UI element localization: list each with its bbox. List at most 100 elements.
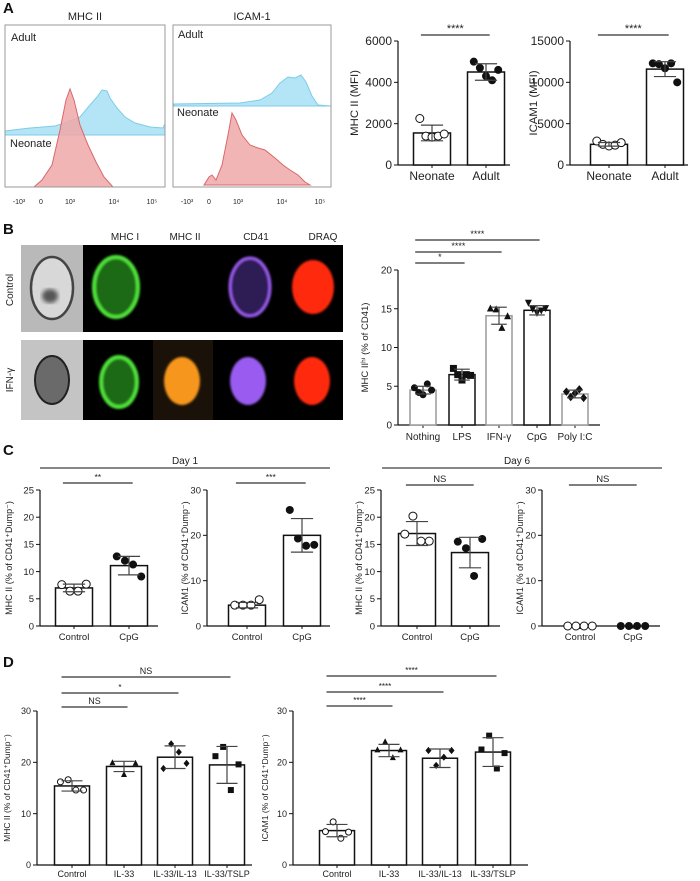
data-point — [453, 537, 462, 546]
x-tick-label: Adult — [472, 169, 500, 183]
y-tick-label: 10000 — [531, 76, 565, 90]
data-point — [673, 78, 682, 87]
x-tick-label: -10³ — [181, 199, 194, 206]
data-point — [580, 393, 588, 403]
row-label-control: Control — [5, 274, 16, 306]
y-tick-label: 15 — [364, 540, 375, 551]
y-tick-label: 0 — [29, 621, 34, 632]
data-point — [563, 621, 573, 631]
histogram-icam1: ICAM-1 Adult Neonate -10³ 0 10³ 10⁴ 10⁵ — [172, 11, 332, 206]
neonate-label: Neonate — [10, 138, 52, 150]
significance-label: **** — [405, 666, 418, 675]
data-point — [132, 759, 139, 766]
y-tick-label: 5 — [29, 594, 34, 605]
y-tick-label: 6000 — [365, 34, 392, 48]
data-point — [112, 552, 121, 561]
data-point — [293, 534, 302, 543]
histogram-frame — [172, 24, 332, 188]
panel-label-c: C — [3, 442, 14, 459]
data-point — [321, 828, 329, 836]
data-point — [382, 738, 389, 745]
data-point — [424, 536, 434, 546]
data-point — [470, 571, 479, 580]
bar — [466, 71, 506, 166]
data-point — [345, 828, 353, 836]
data-point — [302, 541, 311, 550]
data-point — [425, 746, 432, 755]
x-tick-label: Neonate — [586, 169, 632, 183]
x-tick-label: Adult — [651, 169, 679, 183]
mhc1-stain — [92, 255, 140, 319]
cell — [34, 355, 70, 405]
data-point — [416, 536, 426, 546]
bar-chart-a1: 0 2000 4000 6000 MHC II (MFI) Neonate Adult ***… — [349, 23, 510, 183]
histogram-title: MHC II — [68, 11, 102, 23]
y-tick-label: 10 — [525, 576, 536, 587]
x-tick-label: CpG — [460, 632, 480, 643]
data-point — [212, 753, 219, 760]
y-tick-label: 30 — [190, 485, 201, 496]
y-tick-label: 15 — [23, 540, 34, 551]
x-tick-label: Control — [565, 632, 596, 643]
column-label: MHC I — [111, 232, 139, 243]
data-point — [175, 748, 182, 756]
y-tick-label: 0 — [26, 860, 31, 870]
x-tick-label: Control — [232, 632, 263, 643]
x-tick-label: 0 — [39, 199, 43, 206]
significance-label: NS — [433, 474, 446, 485]
mhc1-stain — [99, 355, 139, 409]
bar-chart-d1: 0 10 20 30 MHC II (% of CD41⁺Dump⁻) Control IL… — [2, 666, 252, 879]
data-point — [462, 371, 470, 379]
bar — [474, 751, 512, 866]
adult-histogram — [4, 89, 166, 136]
x-tick-label: Neonate — [409, 169, 455, 183]
bar — [156, 756, 194, 866]
data-point — [137, 572, 146, 581]
y-axis-label: ICAM1 (% of CD41⁺Dump⁻) — [180, 501, 190, 614]
data-point — [374, 746, 381, 753]
x-tick-label: CpG — [119, 632, 139, 643]
significance-label: **** — [353, 696, 366, 705]
significance-label: NS — [88, 696, 101, 706]
significance-label: **** — [625, 23, 643, 35]
y-tick-label: 30 — [21, 706, 31, 716]
data-point — [492, 305, 500, 313]
y-tick-label: 0 — [385, 158, 392, 172]
data-point — [56, 778, 64, 786]
data-point — [575, 385, 583, 394]
y-tick-label: 20 — [277, 757, 287, 767]
bar — [397, 532, 437, 627]
data-point — [493, 765, 500, 772]
day6-label: Day 6 — [504, 456, 531, 467]
data-point — [109, 759, 116, 766]
y-tick-label: 5 — [370, 594, 375, 605]
data-point — [571, 621, 581, 631]
data-point — [494, 65, 503, 74]
data-point — [486, 732, 493, 739]
x-tick-label: CpG — [292, 632, 312, 643]
significance-label: NS — [596, 474, 609, 485]
y-tick-label: 4000 — [365, 76, 392, 90]
x-tick-label: CpG — [527, 432, 548, 443]
y-tick-label: 30 — [277, 706, 287, 716]
draq-stain — [292, 260, 334, 314]
data-point — [486, 304, 494, 312]
significance-label: *** — [266, 472, 277, 482]
y-tick-label: 10 — [364, 567, 375, 578]
x-tick-label: Nothing — [406, 432, 440, 443]
bar — [523, 309, 551, 426]
x-tick-label: 10⁵ — [147, 199, 158, 206]
data-point — [254, 595, 264, 605]
x-tick-label: IL-33 — [114, 869, 135, 879]
data-point — [542, 305, 550, 313]
x-tick-label: IFN-γ — [487, 432, 511, 443]
data-point — [461, 544, 470, 553]
data-point — [524, 299, 532, 307]
significance-label: * — [438, 252, 442, 262]
data-point — [448, 746, 455, 755]
data-point — [579, 621, 589, 631]
data-point — [633, 622, 642, 630]
y-tick-label: 10 — [381, 343, 393, 354]
x-tick-label: IL-33/IL-13 — [418, 869, 462, 879]
x-tick-label: 10³ — [233, 199, 244, 206]
